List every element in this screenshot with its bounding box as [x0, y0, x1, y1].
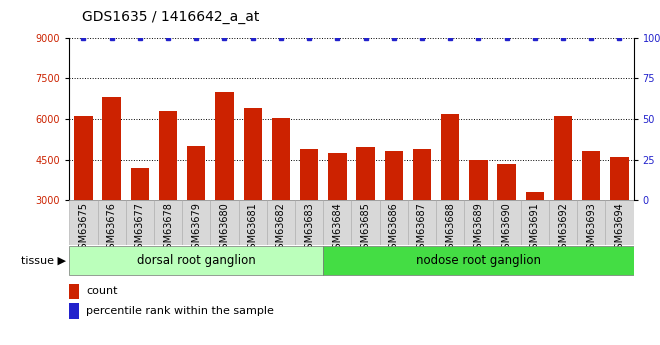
Text: GSM63677: GSM63677: [135, 202, 145, 255]
Text: GSM63687: GSM63687: [417, 202, 427, 255]
Text: GSM63684: GSM63684: [333, 202, 343, 255]
Text: percentile rank within the sample: percentile rank within the sample: [86, 306, 274, 316]
Bar: [412, 149, 431, 281]
Bar: [239, 200, 267, 245]
Bar: [182, 200, 211, 245]
Text: GSM63680: GSM63680: [220, 202, 230, 255]
Bar: [267, 200, 295, 245]
Bar: [125, 200, 154, 245]
Bar: [69, 200, 98, 245]
Text: GSM63676: GSM63676: [107, 202, 117, 255]
Text: GSM63694: GSM63694: [614, 202, 624, 255]
Bar: [272, 118, 290, 281]
Text: count: count: [86, 286, 117, 296]
Bar: [525, 192, 544, 281]
Text: GSM63679: GSM63679: [191, 202, 201, 255]
Bar: [69, 246, 323, 275]
Bar: [98, 200, 125, 245]
Text: GSM63689: GSM63689: [473, 202, 483, 255]
Bar: [300, 149, 318, 281]
Bar: [385, 151, 403, 281]
Bar: [549, 200, 577, 245]
Bar: [244, 108, 262, 281]
Bar: [328, 153, 346, 281]
Bar: [131, 168, 149, 281]
Text: GSM63678: GSM63678: [163, 202, 173, 255]
Bar: [102, 97, 121, 281]
Text: GSM63681: GSM63681: [248, 202, 257, 255]
Bar: [521, 200, 549, 245]
Bar: [577, 200, 605, 245]
Bar: [469, 159, 488, 281]
Text: GSM63685: GSM63685: [360, 202, 370, 255]
Bar: [323, 200, 352, 245]
Text: GSM63683: GSM63683: [304, 202, 314, 255]
Text: GSM63682: GSM63682: [276, 202, 286, 255]
Text: tissue ▶: tissue ▶: [21, 256, 66, 265]
Bar: [69, 303, 79, 319]
Bar: [605, 200, 634, 245]
Text: GSM63691: GSM63691: [530, 202, 540, 255]
Bar: [408, 200, 436, 245]
Bar: [582, 151, 601, 281]
Bar: [211, 200, 239, 245]
Bar: [498, 164, 516, 281]
Text: nodose root ganglion: nodose root ganglion: [416, 254, 541, 267]
Text: GSM63693: GSM63693: [586, 202, 596, 255]
Bar: [295, 200, 323, 245]
Text: GSM63692: GSM63692: [558, 202, 568, 255]
Text: GSM63688: GSM63688: [446, 202, 455, 255]
Bar: [159, 111, 178, 281]
Bar: [554, 116, 572, 281]
Text: GSM63690: GSM63690: [502, 202, 512, 255]
Bar: [74, 116, 92, 281]
Bar: [441, 114, 459, 281]
Text: GSM63686: GSM63686: [389, 202, 399, 255]
Bar: [215, 92, 234, 281]
Bar: [379, 200, 408, 245]
Bar: [323, 246, 634, 275]
Bar: [465, 200, 492, 245]
Bar: [69, 284, 79, 299]
Bar: [492, 200, 521, 245]
Bar: [610, 157, 629, 281]
Bar: [356, 147, 375, 281]
Bar: [187, 146, 205, 281]
Bar: [154, 200, 182, 245]
Bar: [352, 200, 380, 245]
Bar: [436, 200, 465, 245]
Text: GDS1635 / 1416642_a_at: GDS1635 / 1416642_a_at: [82, 10, 260, 24]
Text: dorsal root ganglion: dorsal root ganglion: [137, 254, 255, 267]
Text: GSM63675: GSM63675: [79, 202, 88, 255]
